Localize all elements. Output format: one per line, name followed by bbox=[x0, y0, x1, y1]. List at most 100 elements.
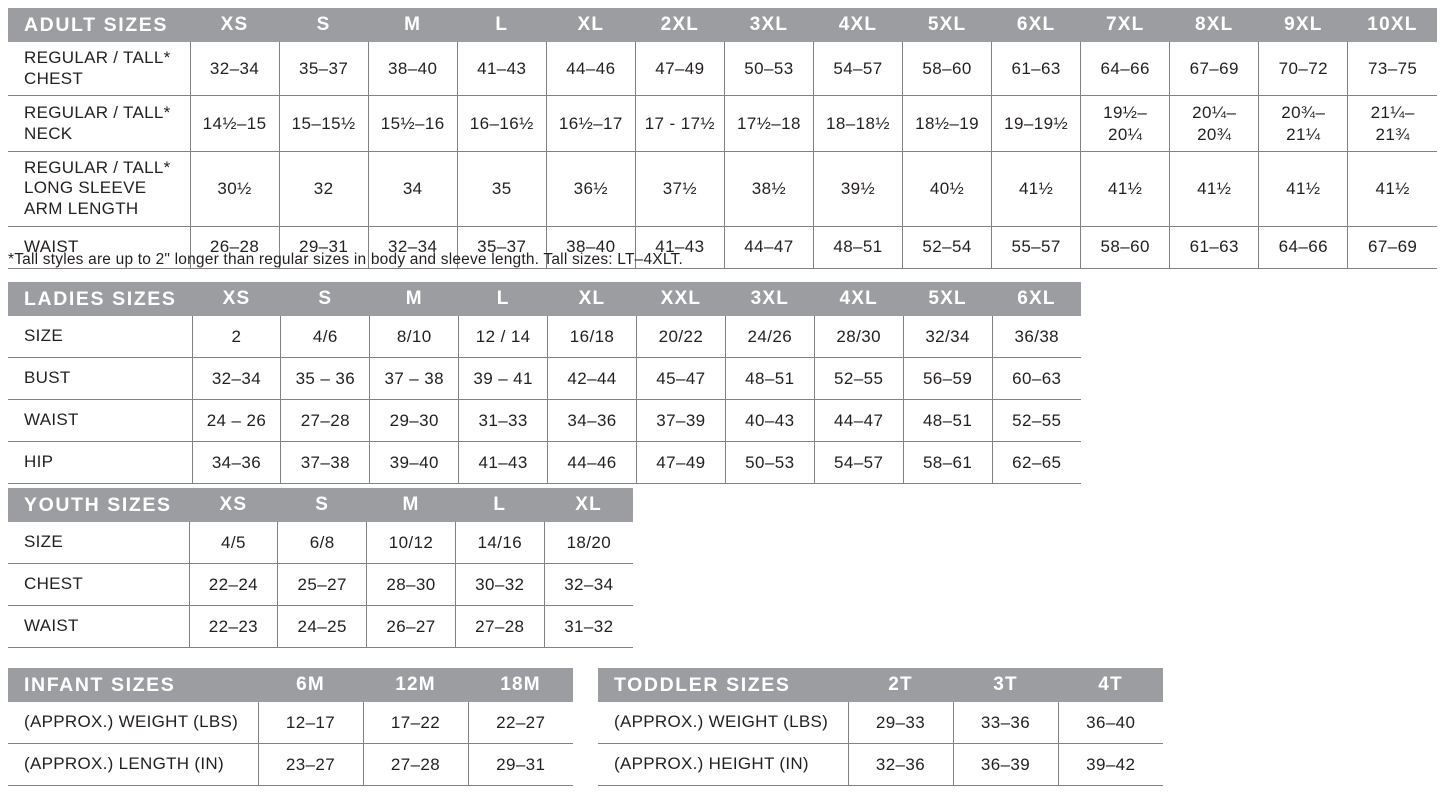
cell: 31–32 bbox=[544, 605, 633, 648]
cell: 30–32 bbox=[455, 563, 545, 606]
cell: 20¾– 21¼ bbox=[1258, 95, 1349, 152]
cell: 35 – 36 bbox=[280, 357, 371, 400]
adult-title: ADULT SIZES bbox=[8, 8, 191, 42]
cell: 40–43 bbox=[725, 399, 815, 442]
cell: 36–39 bbox=[953, 743, 1059, 786]
cell: 39½ bbox=[813, 151, 904, 227]
adult-row-label-line1: REGULAR / TALL* bbox=[24, 48, 171, 67]
cell: 15½–16 bbox=[368, 95, 458, 152]
ladies-col-5xl: 5XL bbox=[903, 282, 993, 316]
cell: 44–46 bbox=[546, 42, 636, 97]
cell: 18–18½ bbox=[813, 95, 904, 152]
cell: 22–24 bbox=[189, 563, 279, 606]
adult-col-5xl: 5XL bbox=[902, 8, 992, 42]
table-row: SIZE 2 4/6 8/10 12 / 14 16/18 20/22 24/2… bbox=[8, 316, 1081, 358]
table-row: WAIST 26–28 29–31 32–34 35–37 38–40 41–4… bbox=[8, 226, 1437, 269]
cell: 16–16½ bbox=[457, 95, 547, 152]
ladies-col-xl: XL bbox=[547, 282, 637, 316]
adult-col-l: L bbox=[457, 8, 547, 42]
youth-col-l: L bbox=[455, 488, 545, 522]
cell: 36/38 bbox=[992, 316, 1081, 358]
adult-col-xl: XL bbox=[546, 8, 636, 42]
adult-col-4xl: 4XL bbox=[813, 8, 903, 42]
cell: 32–34 bbox=[192, 357, 282, 400]
adult-col-7xl: 7XL bbox=[1080, 8, 1170, 42]
cell: 39 – 41 bbox=[458, 357, 549, 400]
adult-row-label-line2: NECK bbox=[24, 123, 73, 143]
toddler-table-header: TODDLER SIZES 2T 3T 4T bbox=[598, 668, 1163, 702]
cell: 41–43 bbox=[635, 226, 725, 269]
cell: 33–36 bbox=[953, 702, 1059, 744]
ladies-sizes-table: LADIES SIZES XS S M L XL XXL 3XL 4XL 5XL… bbox=[8, 282, 1081, 484]
cell: 29–33 bbox=[848, 702, 954, 744]
cell: 32–36 bbox=[848, 743, 954, 786]
cell: 8/10 bbox=[369, 316, 460, 358]
cell: 19½– 20¼ bbox=[1080, 95, 1171, 152]
toddler-sizes-table: TODDLER SIZES 2T 3T 4T (APPROX.) WEIGHT … bbox=[598, 668, 1163, 786]
toddler-header-row: TODDLER SIZES 2T 3T 4T bbox=[598, 668, 1163, 702]
youth-title: YOUTH SIZES bbox=[8, 488, 189, 522]
cell: 38–40 bbox=[368, 42, 458, 97]
cell: 21¼– 21¾ bbox=[1347, 95, 1437, 152]
table-row: SIZE 4/5 6/8 10/12 14/16 18/20 bbox=[8, 522, 633, 564]
youth-table-header: YOUTH SIZES XS S M L XL bbox=[8, 488, 633, 522]
adult-sizes-block: ADULT SIZES XS S M L XL 2XL 3XL 4XL 5XL … bbox=[8, 8, 1437, 269]
adult-col-2xl: 2XL bbox=[635, 8, 725, 42]
table-row: REGULAR / TALL* NECK 14½–15 15–15½ 15½–16… bbox=[8, 95, 1437, 152]
cell: 14½–15 bbox=[190, 95, 280, 152]
ladies-col-xxl: XXL bbox=[636, 282, 726, 316]
ladies-col-6xl: 6XL bbox=[992, 282, 1081, 316]
cell: 26–28 bbox=[190, 226, 280, 269]
cell: 16/18 bbox=[547, 316, 637, 358]
cell: 67–69 bbox=[1169, 42, 1260, 97]
infant-col-18m: 18M bbox=[468, 668, 573, 702]
cell: 40½ bbox=[902, 151, 993, 227]
cell: 27–28 bbox=[363, 743, 469, 786]
table-row: REGULAR / TALL* LONG SLEEVE ARM LENGTH 30½… bbox=[8, 151, 1437, 227]
cell: 52–54 bbox=[902, 226, 993, 269]
toddler-col-3t: 3T bbox=[953, 668, 1058, 702]
cell: 54–57 bbox=[813, 42, 904, 97]
cell: 48–51 bbox=[813, 226, 904, 269]
cell: 56–59 bbox=[903, 357, 993, 400]
cell: 35–37 bbox=[457, 226, 547, 269]
youth-row-label: CHEST bbox=[8, 563, 190, 606]
cell: 58–61 bbox=[903, 441, 993, 484]
cell: 28/30 bbox=[814, 316, 904, 358]
cell: 39–42 bbox=[1058, 743, 1163, 786]
cell: 61–63 bbox=[991, 42, 1082, 97]
ladies-col-4xl: 4XL bbox=[814, 282, 904, 316]
cell: 18/20 bbox=[544, 522, 633, 564]
adult-row-label: REGULAR / TALL* LONG SLEEVE ARM LENGTH bbox=[8, 151, 191, 227]
cell: 42–44 bbox=[547, 357, 637, 400]
table-row: WAIST 22–23 24–25 26–27 27–28 31–32 bbox=[8, 605, 633, 648]
cell: 14/16 bbox=[455, 522, 545, 564]
toddler-title: TODDLER SIZES bbox=[598, 668, 848, 702]
cell: 41½ bbox=[1347, 151, 1437, 227]
infant-title: INFANT SIZES bbox=[8, 668, 258, 702]
cell: 24/26 bbox=[725, 316, 815, 358]
adult-col-8xl: 8XL bbox=[1169, 8, 1259, 42]
adult-col-10xl: 10XL bbox=[1347, 8, 1437, 42]
table-row: HIP 34–36 37–38 39–40 41–43 44–46 47–49 … bbox=[8, 441, 1081, 484]
youth-header-row: YOUTH SIZES XS S M L XL bbox=[8, 488, 633, 522]
cell: 20/22 bbox=[636, 316, 726, 358]
infant-sizes-block: INFANT SIZES 6M 12M 18M (APPROX.) WEIGHT… bbox=[8, 668, 573, 786]
cell: 41–43 bbox=[457, 42, 547, 97]
adult-col-m: M bbox=[368, 8, 458, 42]
cell: 61–63 bbox=[1169, 226, 1260, 269]
cell: 41½ bbox=[1169, 151, 1260, 227]
adult-sizes-table: ADULT SIZES XS S M L XL 2XL 3XL 4XL 5XL … bbox=[8, 8, 1437, 269]
youth-sizes-table: YOUTH SIZES XS S M L XL SIZE 4/5 6/8 10/… bbox=[8, 488, 633, 648]
youth-table-body: SIZE 4/5 6/8 10/12 14/16 18/20 CHEST 22–… bbox=[8, 522, 633, 648]
cell: 22–27 bbox=[468, 702, 573, 744]
cell: 37½ bbox=[635, 151, 725, 227]
adult-footnote: *Tall styles are up to 2" longer than re… bbox=[8, 251, 683, 268]
ladies-table-header: LADIES SIZES XS S M L XL XXL 3XL 4XL 5XL… bbox=[8, 282, 1081, 316]
toddler-row-label: (APPROX.) WEIGHT (LBS) bbox=[598, 702, 849, 744]
cell: 20¼– 20¾ bbox=[1169, 95, 1260, 152]
cell: 26–27 bbox=[366, 605, 456, 648]
cell: 67–69 bbox=[1347, 226, 1437, 269]
cell: 41½ bbox=[1080, 151, 1171, 227]
